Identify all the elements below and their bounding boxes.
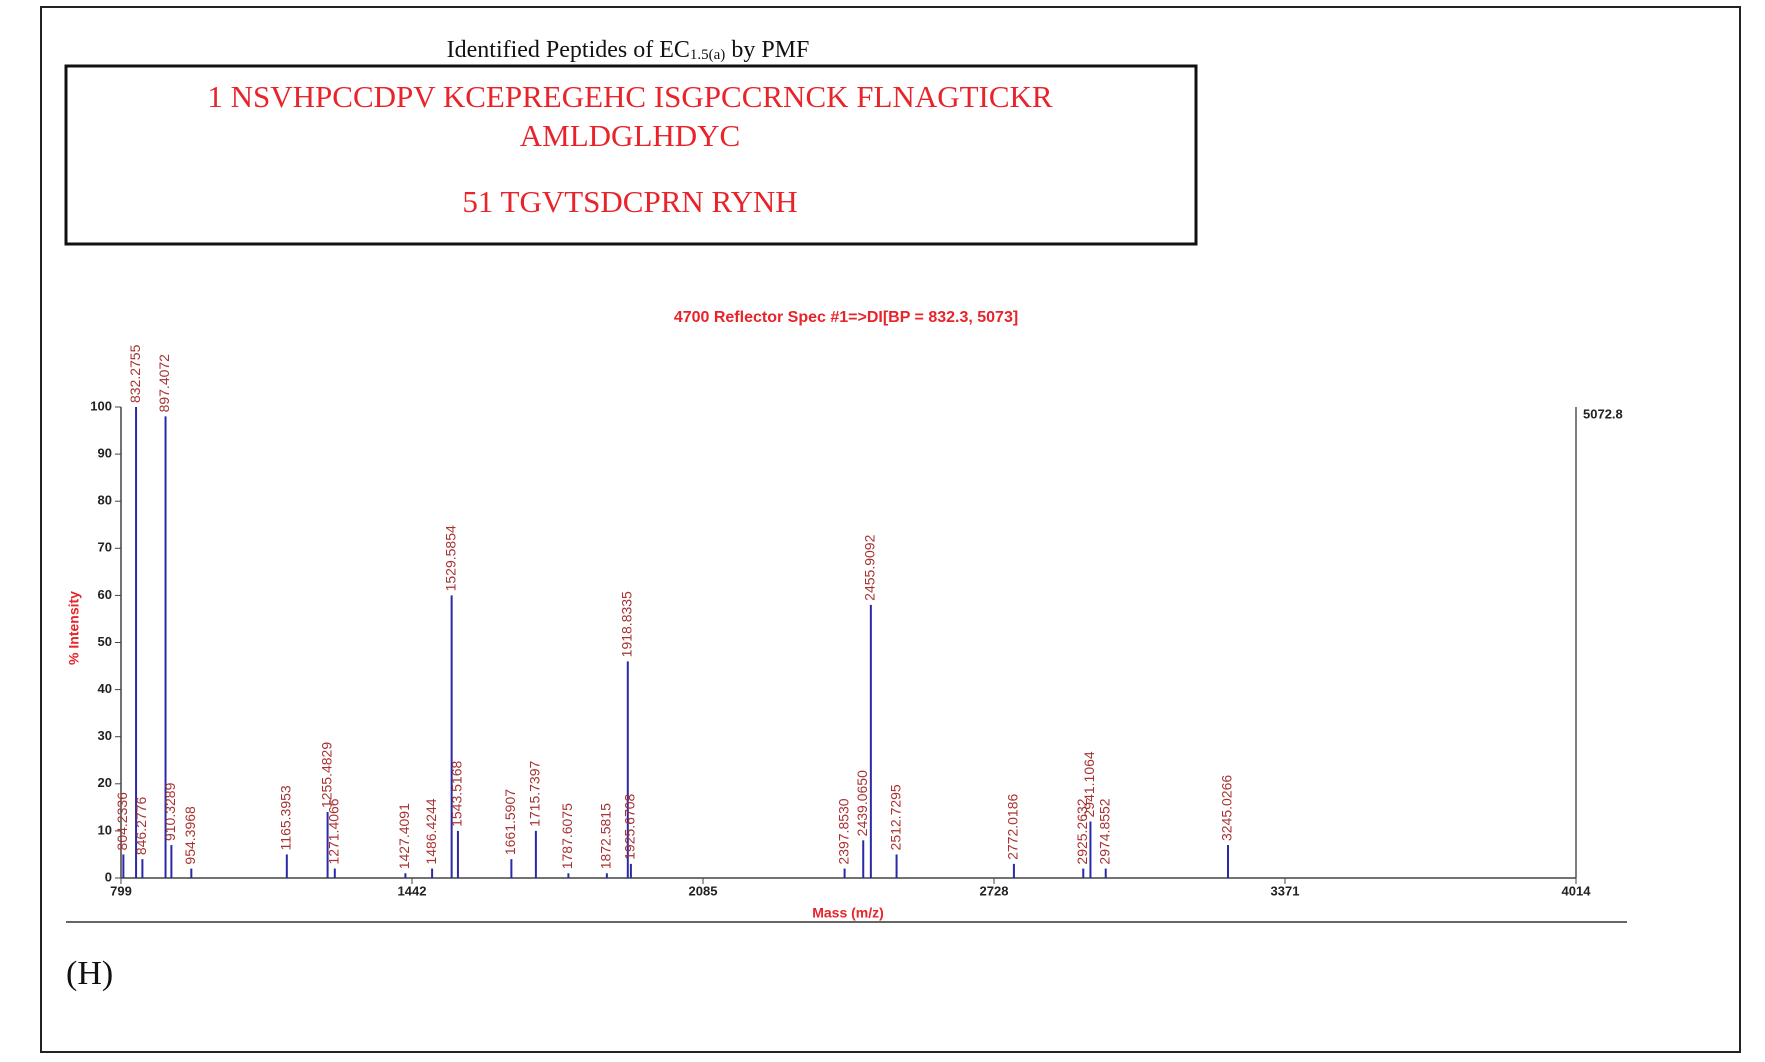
plot: 0 10 20 30 40 50 60 70 80 90 100 799 1442 2085 2728 337… (90, 344, 1591, 898)
peak-label: 2397.8530 (835, 798, 851, 864)
x-tick-label: 4014 (1562, 883, 1592, 898)
y-tick-label: 40 (98, 681, 112, 696)
peak-label: 846.2776 (133, 797, 149, 856)
y-tick-label: 90 (98, 446, 112, 461)
y-tick-label: 20 (98, 775, 112, 790)
y-tick-label: 30 (98, 728, 112, 743)
header-title: Identified Peptides of EC1.5(a) by PMF (447, 37, 810, 64)
peak-label: 910.3289 (162, 782, 178, 841)
outer-border (40, 6, 1741, 1053)
peak-label: 2925.2632 (1074, 798, 1090, 864)
x-axis-label: Mass (m/z) (812, 905, 884, 921)
x-tick-label: 2085 (689, 883, 718, 898)
peak-label: 1925.6708 (622, 793, 638, 859)
sequence-box (64, 64, 1198, 246)
peak-label: 897.4072 (156, 354, 172, 413)
peak-label: 804.2336 (114, 792, 130, 851)
peak-label: 1271.4066 (325, 798, 341, 864)
peak-label: 1787.6075 (559, 803, 575, 869)
peak-label: 2512.7295 (887, 784, 903, 850)
peak-label: 1543.5168 (449, 761, 465, 827)
peak-label: 1255.4829 (318, 742, 334, 808)
sequence-line: 1 NSVHPCCDPV KCEPREGEHC ISGPCCRNCK FLNAG… (207, 79, 1053, 114)
peak-label: 1165.3953 (278, 785, 294, 850)
peak-label: 1715.7397 (527, 761, 543, 827)
peak-label: 2974.8552 (1096, 798, 1112, 864)
peak-label: 1529.5854 (442, 525, 458, 591)
peak-label: 2941.1064 (1081, 751, 1097, 817)
peak-label: 1918.8335 (619, 591, 635, 657)
max-intensity: 5072.8 (1583, 406, 1623, 421)
peak-label: 2455.9092 (862, 534, 878, 600)
peak-label: 1427.4091 (396, 803, 412, 869)
y-tick-label: 60 (98, 587, 112, 602)
y-tick-label: 80 (98, 493, 112, 508)
peak-label: 3245.0266 (1219, 775, 1235, 841)
peak-label: 1486.4244 (423, 798, 439, 864)
y-tick-label: 50 (98, 634, 112, 649)
panel-label: (H) (66, 955, 113, 992)
y-axis-label: % Intensity (66, 591, 82, 665)
sequence-line: 51 TGVTSDCPRN RYNH (462, 184, 797, 219)
y-tick-label: 100 (90, 398, 112, 413)
sequence-line: AMLDGLHDYC (520, 118, 740, 153)
peak-label: 832.2755 (127, 344, 143, 403)
peak-label: 1872.5815 (598, 803, 614, 869)
peak-label: 954.3968 (182, 806, 198, 865)
x-tick-label: 3371 (1271, 883, 1300, 898)
peak-label: 1661.5907 (502, 789, 518, 855)
peak-label: 2772.0186 (1005, 793, 1021, 859)
chart-title: 4700 Reflector Spec #1=>DI[BP = 832.3, 5… (674, 309, 1018, 326)
peak-label: 2439.0650 (854, 770, 870, 836)
y-tick-label: 10 (98, 822, 112, 837)
x-tick-label: 799 (110, 883, 132, 898)
y-tick-label: 70 (98, 540, 112, 555)
x-tick-label: 1442 (398, 883, 427, 898)
y-tick-label: 0 (105, 869, 112, 884)
x-tick-label: 2728 (980, 883, 1009, 898)
